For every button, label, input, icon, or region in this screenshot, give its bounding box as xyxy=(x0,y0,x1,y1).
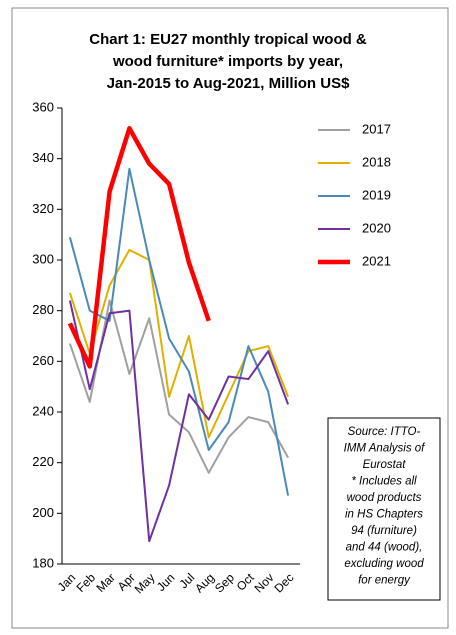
y-tick-label: 180 xyxy=(32,555,54,570)
y-tick-label: 300 xyxy=(32,251,54,266)
chart-title: wood furniture* imports by year, xyxy=(112,53,343,70)
legend-label: 2019 xyxy=(362,187,391,202)
y-tick-label: 200 xyxy=(32,505,54,520)
series-line xyxy=(68,248,290,439)
source-note: and 44 (wood), xyxy=(346,542,423,554)
x-tick-label: Jan xyxy=(55,570,79,594)
series-line xyxy=(68,300,290,543)
y-tick-label: 360 xyxy=(32,99,54,114)
source-note: in HS Chapters xyxy=(345,509,423,521)
y-tick-label: 240 xyxy=(32,403,54,418)
source-note: excluding wood xyxy=(344,558,424,570)
y-tick-label: 260 xyxy=(32,353,54,368)
y-tick-label: 220 xyxy=(32,454,54,469)
source-note: 94 (furniture) xyxy=(351,525,417,537)
x-tick-label: Jun xyxy=(154,570,178,594)
series-line xyxy=(67,126,211,369)
x-tick-label: Dec xyxy=(271,570,296,595)
series-line xyxy=(68,167,290,496)
source-note: IMM Analysis of xyxy=(344,443,427,455)
y-tick-label: 320 xyxy=(32,201,54,216)
legend-label: 2020 xyxy=(362,220,391,235)
chart-title: Jan-2015 to Aug-2021, Million US$ xyxy=(107,75,350,92)
x-tick-label: Oct xyxy=(234,570,258,594)
source-box xyxy=(327,417,441,601)
y-tick-label: 280 xyxy=(32,302,54,317)
legend-label: 2021 xyxy=(362,253,391,268)
source-note: Eurostat xyxy=(363,459,407,471)
source-note: * Includes all xyxy=(351,476,417,488)
source-note: Source: ITTO- xyxy=(348,426,421,438)
legend-label: 2017 xyxy=(362,121,391,136)
source-note: for energy xyxy=(358,575,411,587)
series-line xyxy=(68,299,289,474)
legend-label: 2018 xyxy=(362,154,391,169)
chart-frame xyxy=(11,7,449,629)
y-tick-label: 340 xyxy=(32,150,54,165)
chart-title: Chart 1: EU27 monthly tropical wood & xyxy=(89,31,367,48)
source-note: wood products xyxy=(347,492,422,504)
